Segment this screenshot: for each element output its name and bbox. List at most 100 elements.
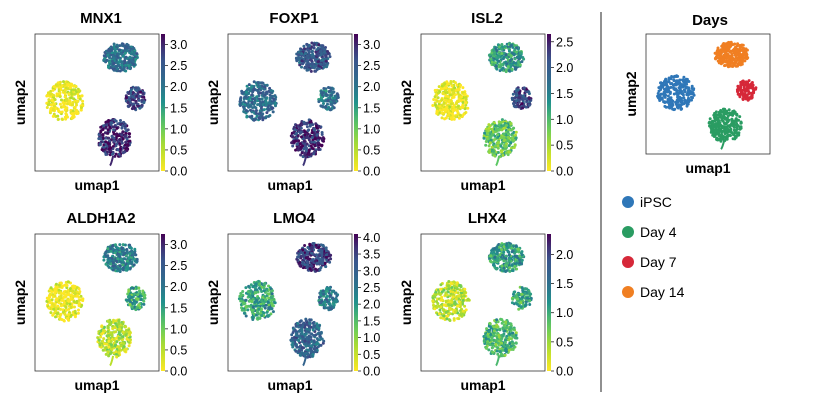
cell-point <box>65 290 68 294</box>
cell-point <box>119 119 122 122</box>
cell-point <box>496 141 500 144</box>
cell-point <box>118 66 122 70</box>
cell-point <box>513 57 517 61</box>
cell-point <box>250 100 254 104</box>
cell-point <box>463 93 467 96</box>
cell-point <box>300 151 304 155</box>
cell-point <box>268 98 272 102</box>
cell-point <box>505 56 509 59</box>
cell-point <box>499 136 503 140</box>
cell-point <box>57 291 61 295</box>
cell-point <box>440 84 444 88</box>
cell-point <box>436 96 440 100</box>
cell-point <box>527 97 531 100</box>
cell-point <box>56 114 60 118</box>
cell-point <box>437 312 441 316</box>
cell-point <box>54 83 58 87</box>
cell-point <box>63 115 67 119</box>
cell-point <box>452 317 456 321</box>
cell-point <box>309 246 313 250</box>
cell-point <box>60 117 64 121</box>
cell-point <box>106 326 110 330</box>
cell-point <box>99 137 103 141</box>
cell-point <box>126 104 130 108</box>
cell-point <box>305 55 309 59</box>
cell-point <box>254 111 258 115</box>
cell-point <box>458 99 462 103</box>
cell-point <box>453 81 457 85</box>
cell-point <box>314 243 318 247</box>
cell-point <box>439 87 443 91</box>
cell-point <box>515 50 518 54</box>
cell-point <box>256 81 260 84</box>
cell-point <box>106 141 110 145</box>
cell-point <box>504 53 508 57</box>
cell-point <box>49 311 53 315</box>
cell-point <box>302 139 306 143</box>
cell-point <box>256 311 260 315</box>
cell-point <box>466 298 470 302</box>
cell-point <box>444 89 448 92</box>
cell-point <box>499 144 503 148</box>
cell-point <box>523 97 526 101</box>
cell-point <box>433 88 437 92</box>
cell-point <box>120 338 124 342</box>
colorbar-tick-label: 0.0 <box>363 165 380 179</box>
cell-point <box>500 43 504 46</box>
cell-point <box>247 284 251 288</box>
cell-point <box>132 63 136 66</box>
plot-title: LHX4 <box>468 210 507 227</box>
cell-point <box>63 88 67 92</box>
cell-point <box>104 136 108 140</box>
cell-point <box>333 94 337 98</box>
cell-point <box>488 141 492 145</box>
cell-point <box>251 315 255 319</box>
colorbar-tick-label: 2.0 <box>170 80 187 94</box>
cell-point <box>115 43 119 47</box>
cell-point <box>328 306 332 310</box>
cell-point <box>451 91 455 95</box>
cell-point <box>303 339 307 343</box>
cell-point <box>308 328 312 332</box>
cell-point <box>113 154 117 158</box>
cell-point <box>442 303 446 307</box>
cell-point <box>71 103 75 107</box>
cell-point <box>109 331 113 335</box>
cell-point <box>263 306 267 310</box>
cell-point <box>457 104 460 108</box>
cell-point <box>113 139 117 143</box>
cell-point <box>302 253 306 257</box>
cell-point <box>313 340 316 344</box>
cell-point <box>319 343 323 347</box>
cell-point <box>54 298 58 302</box>
cell-point <box>507 150 511 154</box>
colorbar-tick-label: 2.5 <box>556 35 573 49</box>
cell-point <box>443 117 447 121</box>
cell-point <box>59 307 62 311</box>
cell-point <box>240 89 244 93</box>
cell-point <box>447 287 451 291</box>
cell-point <box>294 139 298 143</box>
cell-point <box>115 132 119 136</box>
cell-point <box>72 97 76 101</box>
cell-point <box>291 345 295 349</box>
cell-point <box>502 139 506 143</box>
cell-point <box>458 288 462 292</box>
cell-point <box>511 92 515 96</box>
cell-point <box>132 299 136 303</box>
cell-point <box>434 103 437 107</box>
cell-point <box>295 131 298 135</box>
cell-point <box>58 95 62 99</box>
plot-title: ISL2 <box>471 10 503 27</box>
cell-point <box>47 306 51 310</box>
cell-point <box>137 303 141 307</box>
cell-point <box>297 349 301 353</box>
cell-point <box>48 109 52 113</box>
cell-point <box>320 144 324 148</box>
cell-point <box>52 304 56 308</box>
cell-point <box>506 65 510 69</box>
cell-point <box>256 301 260 305</box>
cell-point <box>77 308 80 312</box>
cell-point <box>519 51 523 55</box>
cell-point <box>132 263 136 267</box>
